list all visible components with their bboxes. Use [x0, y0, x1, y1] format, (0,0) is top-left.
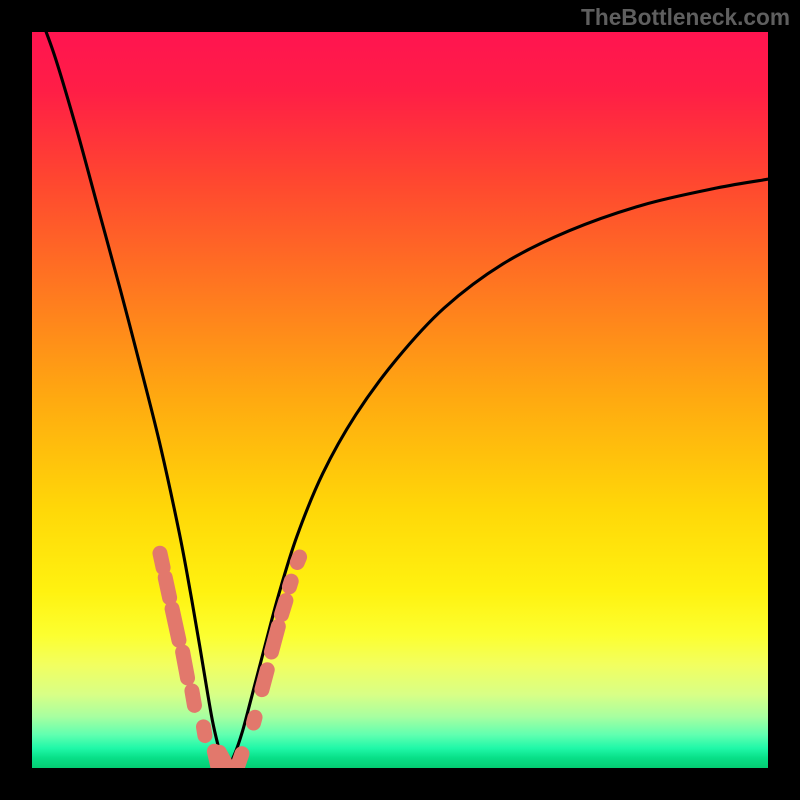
data-marker — [271, 626, 278, 652]
data-marker — [297, 557, 299, 562]
data-marker — [203, 727, 204, 736]
data-marker — [237, 754, 242, 768]
data-marker — [183, 652, 188, 678]
bottleneck-curve-chart — [0, 0, 800, 800]
data-marker — [282, 601, 286, 615]
data-marker — [172, 609, 179, 641]
chart-background — [32, 32, 768, 768]
chart-frame: TheBottleneck.com — [0, 0, 800, 800]
data-marker — [192, 691, 195, 706]
data-marker — [262, 670, 267, 690]
data-marker — [160, 553, 163, 567]
data-marker — [289, 581, 291, 587]
watermark-text: TheBottleneck.com — [581, 4, 790, 31]
data-marker — [254, 717, 255, 723]
data-marker — [165, 578, 169, 598]
